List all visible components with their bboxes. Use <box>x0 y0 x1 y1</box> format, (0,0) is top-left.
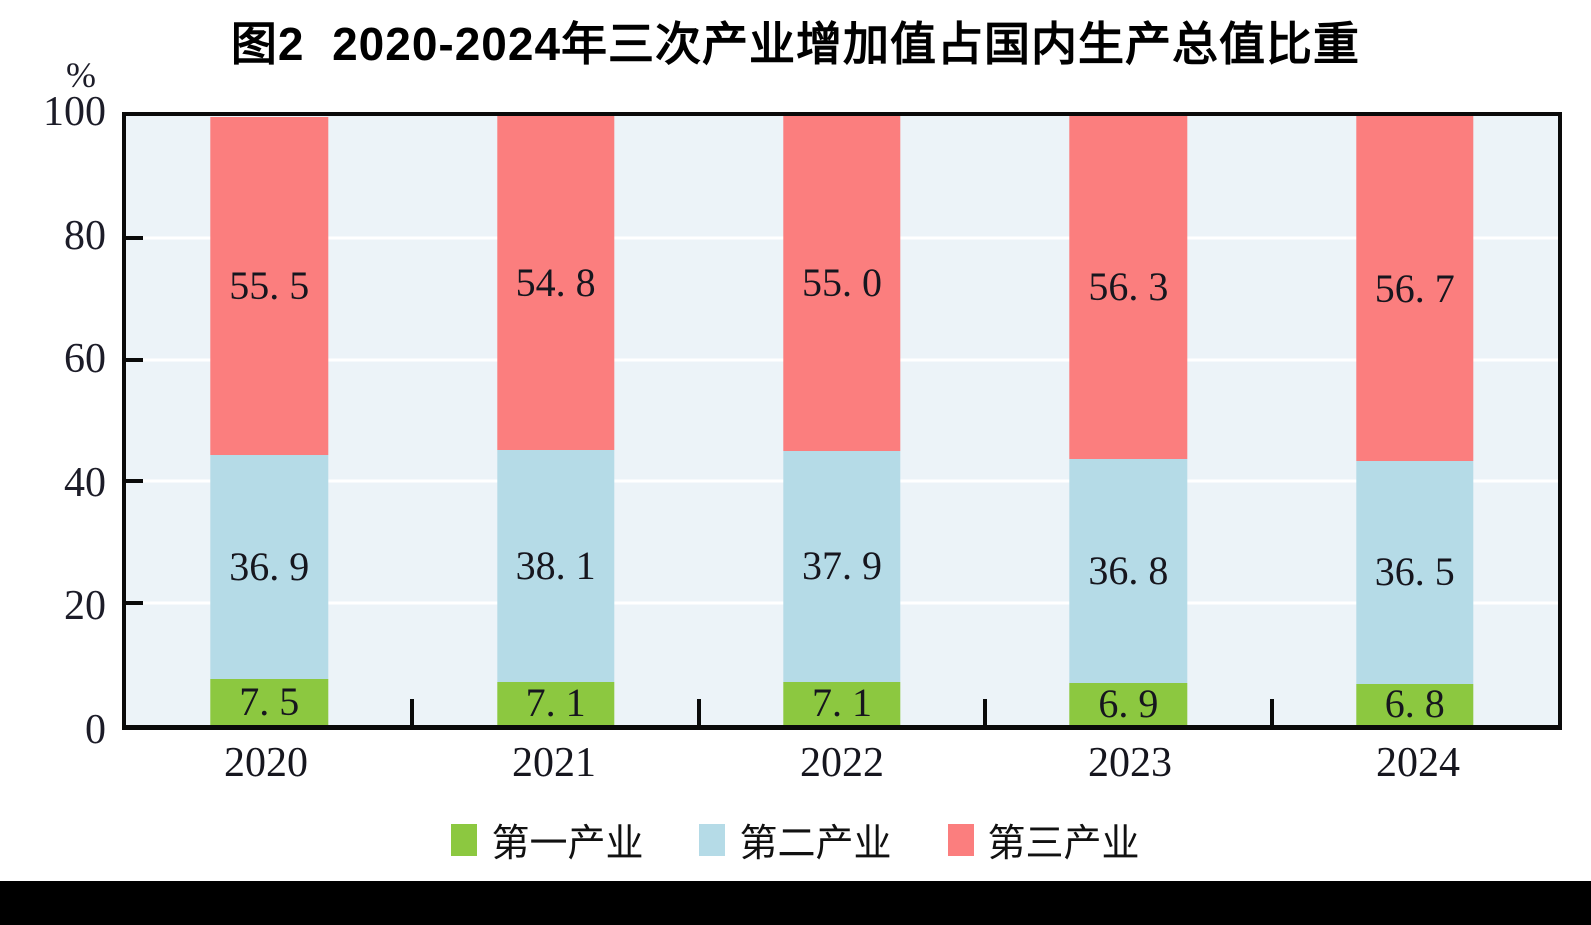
y-tick-mark-80 <box>126 235 143 240</box>
segment-value-label: 37. 9 <box>801 543 882 589</box>
category-cell-2024: 6. 8 36. 5 56. 7 <box>1272 116 1558 725</box>
bar-segment-第二产业-2024: 36. 5 <box>1356 461 1474 684</box>
x-axis-tick-labels: 2020 2021 2022 2023 2024 <box>122 742 1562 792</box>
bar-segment-第二产业-2021: 38. 1 <box>496 449 615 682</box>
segment-value-label: 36. 5 <box>1374 549 1455 595</box>
y-axis-tick-labels: 100 80 60 40 20 0 <box>0 91 106 751</box>
y-axis-unit-label: % <box>66 55 96 95</box>
category-cell-2023: 6. 9 36. 8 56. 3 <box>985 116 1271 725</box>
y-tick-mark-60 <box>126 357 143 362</box>
x-tick-mark-3 <box>983 699 988 725</box>
segment-value-label: 7. 5 <box>239 679 300 725</box>
segment-value-label: 7. 1 <box>811 680 872 726</box>
category-cell-2020: 7. 5 36. 9 55. 5 <box>126 116 412 725</box>
bar-segment-第三产业-2020: 55. 5 <box>210 116 328 455</box>
y-tick-label-0: 0 <box>85 707 106 753</box>
legend-label: 第三产业 <box>987 823 1140 865</box>
chart-legend: 第一产业 第二产业 第三产业 <box>0 812 1591 867</box>
legend-item-第三产业: 第三产业 <box>947 812 1140 867</box>
bar-segment-第一产业-2021: 7. 1 <box>496 680 615 726</box>
legend-item-第一产业: 第一产业 <box>451 812 643 867</box>
legend-label: 第二产业 <box>739 823 892 865</box>
chart-title: 图2 2020-2024年三次产业增加值占国内生产总值比重 <box>230 18 1361 70</box>
y-tick-mark-20 <box>126 601 143 606</box>
stacked-bar-2023: 6. 9 36. 8 56. 3 <box>1069 116 1188 726</box>
segment-value-label: 36. 8 <box>1088 547 1169 593</box>
legend-item-第二产业: 第二产业 <box>699 812 892 867</box>
x-tick-label-2024: 2024 <box>1376 740 1460 786</box>
y-tick-label-20: 20 <box>64 583 106 630</box>
x-tick-label-2021: 2021 <box>512 740 596 786</box>
legend-swatch-icon <box>699 823 726 856</box>
segment-value-label: 6. 8 <box>1384 681 1445 727</box>
bar-segment-第二产业-2023: 36. 8 <box>1069 458 1188 683</box>
y-tick-label-80: 80 <box>64 212 106 259</box>
y-tick-label-60: 60 <box>64 336 106 383</box>
segment-value-label: 55. 5 <box>229 262 310 308</box>
legend-swatch-icon <box>451 823 478 856</box>
legend-swatch-icon <box>947 823 974 856</box>
x-tick-label-2020: 2020 <box>224 740 308 786</box>
category-cell-2021: 7. 1 38. 1 54. 8 <box>412 116 698 725</box>
bar-segment-第三产业-2023: 56. 3 <box>1069 116 1188 459</box>
x-tick-label-2022: 2022 <box>800 740 884 786</box>
x-tick-mark-2 <box>696 699 701 725</box>
bar-segment-第一产业-2024: 6. 8 <box>1356 681 1474 727</box>
segment-value-label: 56. 3 <box>1088 264 1169 310</box>
stacked-bar-2024: 6. 8 36. 5 56. 7 <box>1356 116 1474 727</box>
x-tick-label-2023: 2023 <box>1088 740 1172 786</box>
plot-area: 7. 5 36. 9 55. 5 7. 1 38. 1 54. 8 7. 1 37. 9 55.… <box>122 112 1562 730</box>
segment-value-label: 56. 7 <box>1374 265 1455 311</box>
segment-value-label: 36. 9 <box>229 543 310 589</box>
y-tick-label-40: 40 <box>64 459 106 506</box>
segment-value-label: 38. 1 <box>515 542 596 588</box>
y-tick-mark-40 <box>126 479 143 484</box>
segment-value-label: 7. 1 <box>525 680 586 726</box>
stacked-bar-2021: 7. 1 38. 1 54. 8 <box>496 116 615 726</box>
x-tick-mark-1 <box>410 699 415 725</box>
stacked-bar-2020: 7. 5 36. 9 55. 5 <box>210 116 328 725</box>
segment-value-label: 54. 8 <box>515 259 596 305</box>
bar-segment-第一产业-2020: 7. 5 <box>210 679 328 725</box>
bar-segment-第三产业-2024: 56. 7 <box>1356 116 1474 462</box>
bar-segment-第三产业-2021: 54. 8 <box>496 116 615 450</box>
bar-segment-第一产业-2022: 7. 1 <box>783 680 901 726</box>
segment-value-label: 6. 9 <box>1098 680 1159 726</box>
bar-segment-第二产业-2020: 36. 9 <box>210 454 328 680</box>
y-tick-label-100: 100 <box>43 89 106 135</box>
bar-segment-第三产业-2022: 55. 0 <box>783 116 901 451</box>
bar-segment-第二产业-2022: 37. 9 <box>783 450 901 682</box>
x-tick-mark-4 <box>1269 699 1274 725</box>
category-cell-2022: 7. 1 37. 9 55. 0 <box>699 116 985 725</box>
bottom-black-strip <box>0 881 1591 925</box>
bar-segment-第一产业-2023: 6. 9 <box>1069 680 1188 726</box>
legend-label: 第一产业 <box>491 823 644 865</box>
segment-value-label: 55. 0 <box>801 260 882 306</box>
stacked-bar-2022: 7. 1 37. 9 55. 0 <box>783 116 901 726</box>
